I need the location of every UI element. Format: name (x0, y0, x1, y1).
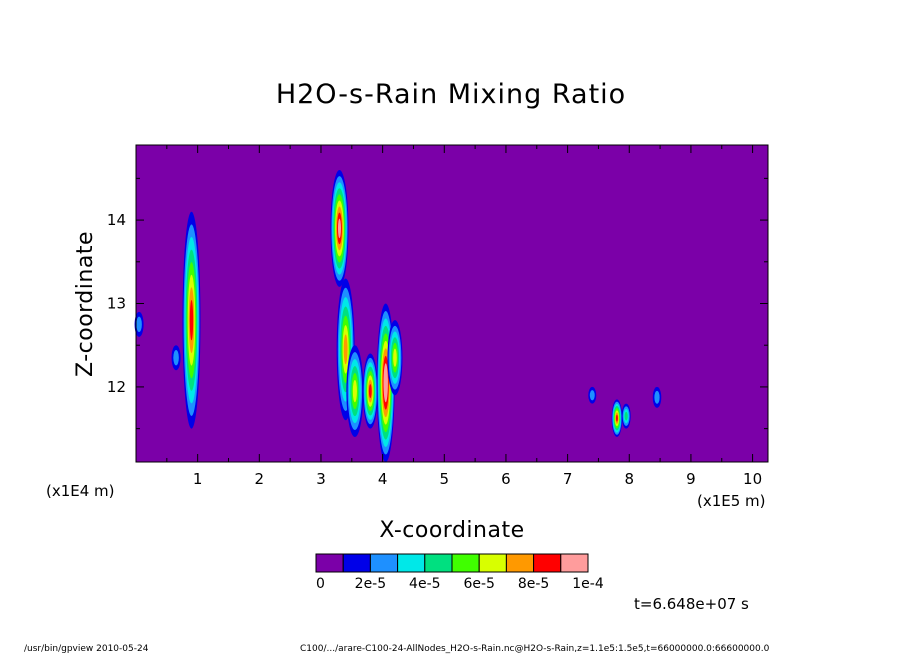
x-multiplier: (x1E5 m) (697, 492, 766, 510)
contour-level (189, 300, 194, 341)
x-axis-label: X-coordinate (379, 518, 524, 543)
x-tick-label: 10 (743, 470, 762, 488)
y-axis: 12 13 14 (107, 177, 768, 430)
contour-level (624, 411, 628, 421)
x-tick-label: 7 (563, 470, 573, 488)
legend-swatch (369, 553, 399, 573)
contour-feature (387, 320, 403, 396)
legend-swatch (342, 553, 371, 573)
legend-swatch (451, 553, 480, 573)
contour-level (352, 379, 357, 403)
y-tick-label: 13 (107, 295, 126, 313)
plot-area (134, 144, 769, 463)
contour-feature (182, 211, 201, 429)
contour-level (337, 218, 341, 239)
x-tick-label: 9 (686, 470, 696, 488)
y-tick-label: 12 (107, 378, 126, 396)
legend-label: 1e-4 (572, 576, 604, 592)
legend-swatch (397, 553, 426, 573)
y-tick-label: 14 (107, 211, 126, 229)
contour-feature (171, 345, 181, 371)
x-axis: 1 2 3 4 5 6 7 8 9 10 (166, 145, 762, 488)
contour-feature (611, 399, 623, 437)
x-tick-label: 5 (440, 470, 450, 488)
contour-level (393, 348, 397, 367)
footer-right: C100/.../arare-C100-24-AllNodes_H2O-s-Ra… (300, 644, 770, 654)
x-tick-label: 6 (501, 470, 511, 488)
contour-feature (362, 353, 378, 429)
y-multiplier: (x1E4 m) (46, 482, 115, 500)
legend-swatch (424, 553, 453, 573)
legend-label: 6e-5 (463, 576, 494, 592)
contour-feature (621, 403, 631, 429)
x-tick-label: 4 (378, 470, 388, 488)
legend-swatch (505, 553, 535, 573)
x-tick-label: 2 (255, 470, 265, 488)
contour-level (615, 414, 618, 422)
legend-label: 0 (316, 576, 325, 592)
x-tick-label: 1 (193, 470, 203, 488)
y-axis-label: Z-coordinate (73, 231, 98, 377)
legend-label: 8e-5 (518, 576, 549, 592)
color-legend: 0 2e-5 4e-5 6e-5 8e-5 1e-4 (315, 553, 604, 592)
x-tick-label: 8 (624, 470, 634, 488)
contour-level (384, 370, 388, 395)
legend-swatch (315, 553, 344, 573)
contour-level (136, 316, 142, 333)
contour-feature (330, 170, 349, 287)
time-label: t=6.648e+07 s (634, 595, 749, 613)
footer-left: /usr/bin/gpview 2010-05-24 (24, 644, 149, 654)
contour-feature (346, 345, 364, 437)
x-tick-label: 3 (316, 470, 326, 488)
contour-feature (134, 311, 144, 337)
legend-swatch (478, 553, 507, 573)
legend-swatch (533, 553, 562, 573)
legend-label: 4e-5 (409, 576, 440, 592)
plot-background (136, 145, 768, 462)
contour-level (589, 390, 595, 401)
contour-features (134, 170, 662, 462)
legend-swatch (560, 553, 589, 573)
contour-feature (652, 386, 662, 408)
contour-level (173, 350, 179, 366)
legend-label: 2e-5 (355, 576, 386, 592)
contour-feature (336, 278, 355, 421)
contour-level (654, 390, 660, 404)
contour-level (368, 384, 372, 399)
contour-level (343, 334, 348, 365)
chart-title: H2O-s-Rain Mixing Ratio (276, 79, 626, 110)
contour-feature (588, 386, 597, 404)
